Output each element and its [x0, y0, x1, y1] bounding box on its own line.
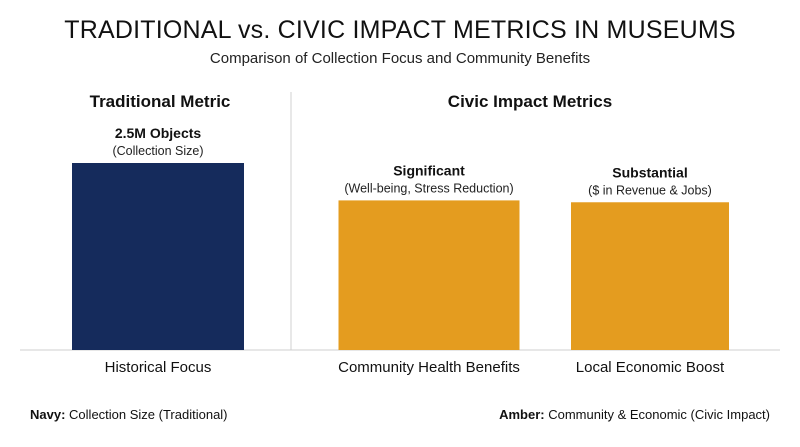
- bar-label-sub-1: (Well-being, Stress Reduction): [344, 181, 513, 195]
- legend-key-amber: Amber:: [499, 407, 545, 422]
- bar-label-main-2: Substantial: [612, 164, 687, 180]
- bar-label-main-0: 2.5M Objects: [115, 125, 202, 141]
- bar-label-sub-0: (Collection Size): [112, 144, 203, 158]
- bar-1: [338, 200, 520, 350]
- chart-subtitle: Comparison of Collection Focus and Commu…: [209, 50, 591, 67]
- category-label-1: Community Health Benefits: [338, 359, 520, 376]
- legend-civic: Amber: Community & Economic (Civic Impac…: [499, 407, 770, 422]
- category-label-0: Historical Focus: [105, 359, 212, 376]
- chart-title: TRADITIONAL vs. CIVIC IMPACT METRICS IN …: [64, 16, 736, 44]
- legend-text-navy: Collection Size (Traditional): [69, 407, 228, 422]
- bar-2: [571, 202, 729, 350]
- group-label-traditional: Traditional Metric: [89, 92, 231, 111]
- group-label-civic: Civic Impact Metrics: [447, 92, 613, 111]
- bar-label-main-1: Significant: [393, 162, 465, 178]
- bar-label-sub-2: ($ in Revenue & Jobs): [588, 183, 712, 197]
- legend-key-navy: Navy:: [30, 407, 66, 422]
- category-label-2: Local Economic Boost: [576, 359, 725, 376]
- bar-0: [72, 163, 244, 350]
- legend-text-amber: Community & Economic (Civic Impact): [548, 407, 770, 422]
- legend-traditional: Navy: Collection Size (Traditional): [30, 407, 228, 422]
